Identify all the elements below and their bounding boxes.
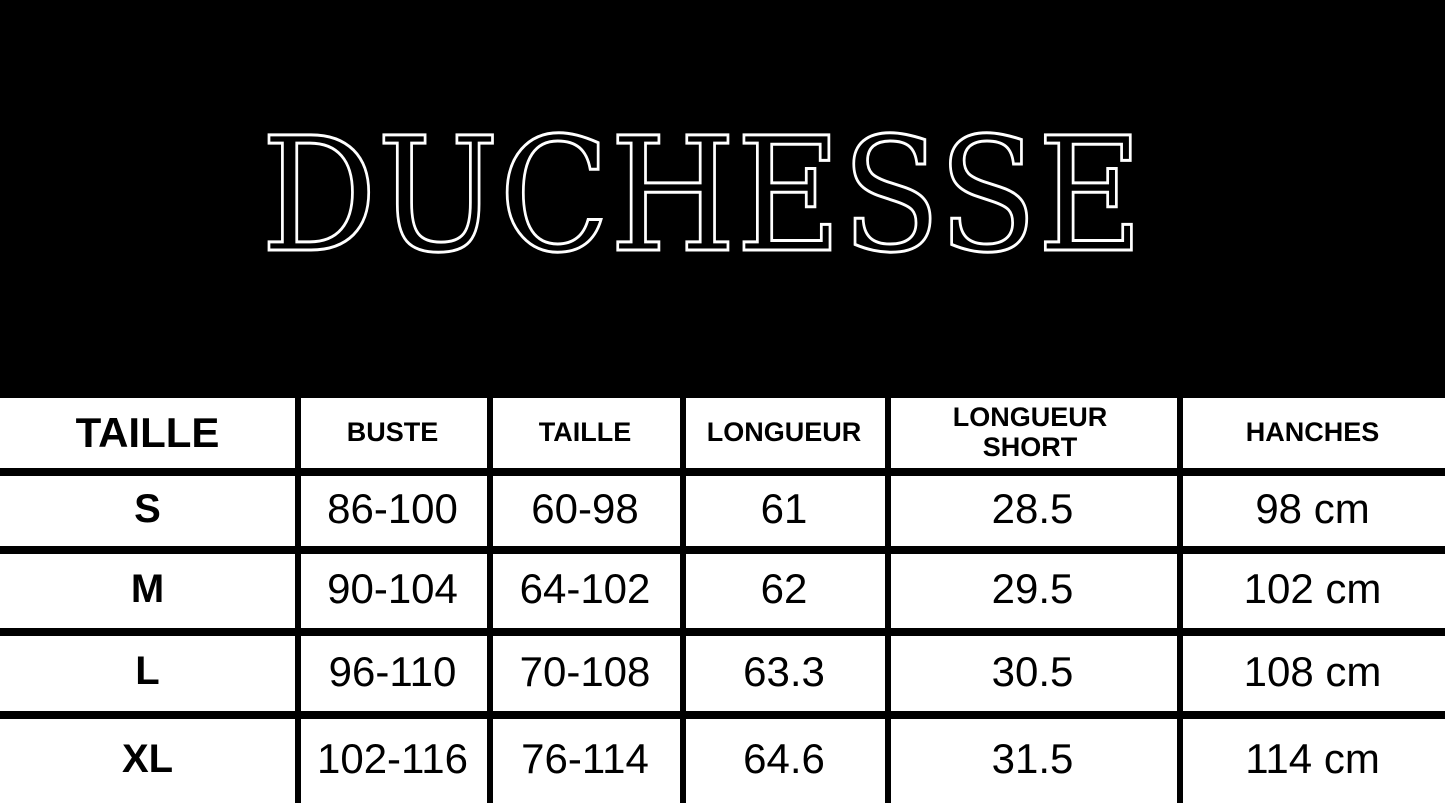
column-divider [885, 398, 891, 803]
table-cell: 70-108 [519, 647, 651, 695]
column-header: LONGUEUR [706, 417, 862, 448]
row-divider [0, 546, 1445, 554]
row-divider [0, 468, 1445, 476]
column-header: LONGUEUR SHORT [952, 402, 1108, 462]
table-cell: 114 cm [1245, 735, 1380, 782]
table-cell: 102 cm [1243, 565, 1382, 612]
row-divider [0, 628, 1445, 636]
size-label: XL [121, 736, 174, 781]
table-cell: 96-110 [328, 647, 457, 695]
column-header: TAILLE [538, 417, 632, 448]
column-header: TAILLE [75, 408, 220, 456]
table-cell: 61 [760, 485, 808, 532]
column-header: BUSTE [346, 417, 439, 448]
table-cell: 28.5 [991, 485, 1074, 532]
brand-title: DUCHESSE [261, 104, 1143, 288]
table-cell: 86-100 [327, 485, 458, 532]
size-label: S [134, 486, 161, 531]
column-divider [1177, 398, 1183, 803]
title-banner [0, 0, 1445, 398]
table-cell: 64.6 [743, 735, 825, 782]
column-divider [487, 398, 493, 803]
brand-title-logo: DUCHESSE [260, 103, 1145, 290]
table-cell: 102-116 [316, 735, 469, 782]
table-cell: 62 [760, 565, 808, 612]
table-cell: 98 cm [1255, 485, 1370, 532]
size-label: L [135, 649, 160, 693]
table-cell: 31.5 [991, 735, 1074, 782]
table-cell: 90-104 [327, 565, 458, 612]
table-cell: 30.5 [991, 647, 1074, 695]
column-header: HANCHES [1245, 417, 1380, 448]
row-divider [0, 711, 1445, 719]
size-label: M [130, 566, 165, 611]
column-divider [680, 398, 686, 803]
table-cell: 60-98 [531, 485, 639, 532]
table-cell: 108 cm [1243, 647, 1382, 695]
table-cell: 63.3 [743, 647, 825, 695]
table-cell: 76-114 [521, 735, 649, 782]
column-divider [295, 398, 301, 803]
table-cell: 64-102 [519, 565, 651, 612]
table-cell: 29.5 [991, 565, 1074, 612]
